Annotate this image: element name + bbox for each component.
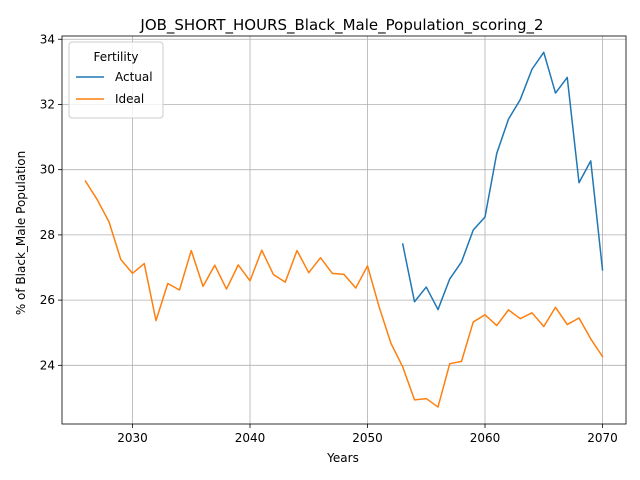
series-line-ideal	[84, 180, 604, 408]
y-tick-label: 24	[40, 358, 55, 372]
y-tick-label: 32	[40, 97, 55, 111]
y-axis-label: % of Black_Male Population	[14, 151, 28, 315]
grid	[62, 36, 626, 424]
y-tick-label: 30	[40, 163, 55, 177]
x-tick-label: 2060	[470, 431, 501, 445]
chart-title: JOB_SHORT_HOURS_Black_Male_Population_sc…	[139, 16, 543, 35]
plot-frame	[61, 35, 627, 425]
y-tick-label: 26	[40, 293, 55, 307]
y-tick-label: 34	[40, 32, 55, 46]
x-tick-label: 2070	[587, 431, 618, 445]
x-tick-label: 2040	[235, 431, 266, 445]
x-tick-label: 2030	[117, 431, 148, 445]
series-line-actual	[401, 51, 604, 311]
y-tick-label: 28	[40, 228, 55, 242]
ticks: 2030 2040 2050 2060 2070 24 26 28 30 32 34	[40, 32, 618, 445]
x-tick-label: 2050	[352, 431, 383, 445]
legend: Fertility Actual Ideal	[68, 41, 164, 119]
legend-label-ideal: Ideal	[115, 92, 144, 106]
legend-title: Fertility	[93, 50, 138, 64]
legend-label-actual: Actual	[115, 70, 153, 84]
series-layer	[84, 51, 604, 408]
x-axis-label: Years	[326, 451, 359, 465]
